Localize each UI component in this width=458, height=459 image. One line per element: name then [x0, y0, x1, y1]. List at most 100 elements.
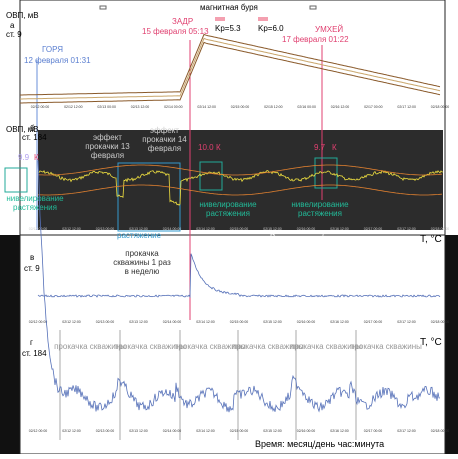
eq-time: 12 февраля 01:31: [24, 56, 91, 65]
left-band: [0, 235, 20, 454]
annotation: эффект прокачки 14 февраля: [142, 126, 187, 153]
x-tick-label: 02/16 12:00: [331, 105, 350, 109]
k-unit: К: [34, 153, 39, 162]
x-tick-label: 02/18 00:00: [431, 429, 450, 433]
panel-letter: б: [30, 124, 35, 133]
box: [4, 167, 28, 193]
k-value: 9.9: [18, 153, 30, 162]
x-tick-label: 02/14 12:00: [196, 429, 215, 433]
x-tick-label: 02/17 00:00: [364, 105, 383, 109]
x-tick-label: 02/13 12:00: [129, 320, 148, 324]
frame-lower: [19, 234, 446, 455]
x-tick-label: 02/17 12:00: [397, 227, 416, 231]
pump-label: прокачка скважины: [290, 342, 362, 351]
x-tick-label: 02/14 12:00: [196, 320, 215, 324]
storm-mark: [215, 17, 225, 21]
x-tick-label: 02/17 00:00: [364, 227, 383, 231]
annotation: эффект прокачки 13 февраля: [85, 133, 130, 160]
x-tick-label: 02/15 12:00: [263, 227, 282, 231]
station: ст. 9: [24, 264, 40, 273]
trace: [37, 253, 441, 299]
panel-letter: а: [10, 21, 15, 30]
x-tick-label: 02/12 12:00: [62, 429, 81, 433]
eq-name: УМХЕЙ: [315, 25, 343, 34]
pump-label: прокачка скважины: [174, 342, 246, 351]
x-tick-label: 02/15 12:00: [263, 429, 282, 433]
x-tick-label: 02/14 12:00: [197, 105, 216, 109]
k-unit: К: [332, 143, 337, 152]
kp-label: Kp=6.0: [258, 24, 284, 33]
x-tick-label: 02/16 12:00: [330, 429, 349, 433]
x-tick-label: 02/18 00:00: [431, 227, 450, 231]
layout: [4, 5, 338, 320]
x-tick-label: 02/12 00:00: [29, 429, 48, 433]
annotation: растяжение: [117, 231, 162, 240]
storm-mark: [258, 17, 268, 21]
x-tick-label: 02/17 12:00: [397, 429, 416, 433]
x-tick-label: 02/13 00:00: [96, 320, 115, 324]
right-band: [445, 235, 458, 454]
x-tick-label: 02/12 00:00: [31, 105, 50, 109]
x-tick-label: 02/14 00:00: [163, 320, 182, 324]
x-tick-label: 02/17 00:00: [364, 429, 383, 433]
x-tick-label: 02/16 00:00: [297, 320, 316, 324]
station: ст. 184: [22, 133, 47, 142]
eq-name: ЗАДР: [172, 17, 193, 26]
storm-label: магнитная буря: [200, 3, 258, 12]
annotation: прокачка скважины 1 раз в неделю: [113, 249, 171, 276]
trace: [20, 41, 441, 104]
x-tick-label: 02/15 00:00: [230, 429, 249, 433]
panel-letter: в: [30, 253, 34, 262]
t-label: T, °C: [420, 337, 442, 348]
trace: [37, 160, 441, 413]
pump-label: прокачка скважины: [232, 342, 304, 351]
x-tick-label: 02/12 12:00: [62, 320, 81, 324]
x-tick-label: 02/12 12:00: [64, 105, 83, 109]
eq-name: ГОРЯ: [42, 45, 63, 54]
trace: [20, 37, 441, 100]
station: ст. 9: [6, 30, 22, 39]
x-tick-label: 02/12 00:00: [29, 227, 48, 231]
x-tick-label: 02/15 00:00: [230, 227, 249, 231]
x-tick-label: 02/16 12:00: [330, 227, 349, 231]
k-unit: К: [216, 143, 221, 152]
x-tick-label: 02/17 00:00: [364, 320, 383, 324]
eq-time: 17 февраля 01:22: [282, 35, 349, 44]
pump-label: прокачка скважины: [350, 342, 422, 351]
x-tick-label: 02/13 00:00: [97, 105, 116, 109]
x-tick-label: 02/15 00:00: [231, 105, 250, 109]
k-value: 10.0: [198, 143, 214, 152]
panel-letter: г: [30, 338, 33, 347]
x-tick-label: 02/16 00:00: [297, 227, 316, 231]
trace: [37, 169, 444, 206]
x-tick-label: 02/14 12:00: [196, 227, 215, 231]
t-label: T, °C: [420, 234, 442, 245]
annotation: нивелирование растяжения: [6, 194, 64, 212]
x-tick-label: 02/13 12:00: [131, 105, 150, 109]
x-tick-label: 02/13 00:00: [96, 429, 115, 433]
k-value: 9.7: [314, 143, 326, 152]
x-tick-label: 02/12 00:00: [29, 320, 48, 324]
trace: [37, 164, 443, 176]
annotation: нивелирование растяжения: [291, 200, 349, 218]
panel-b-bg: [38, 130, 443, 230]
kp-label: Kp=5.3: [215, 24, 241, 33]
x-tick-label: 02/14 00:00: [164, 105, 183, 109]
x-tick-label: 02/16 00:00: [297, 429, 316, 433]
storm-mark: [99, 5, 107, 10]
box: [314, 157, 338, 189]
x-tick-label: 02/15 12:00: [264, 105, 283, 109]
eq-time: 15 февраля 05:13: [142, 27, 209, 36]
y-label: ОВП, мВ: [6, 11, 39, 20]
x-tick-label: 02/13 00:00: [96, 227, 115, 231]
pump-label: прокачка скважины: [114, 342, 186, 351]
trace: [37, 184, 443, 196]
time-label: Время: месяц/день час:минута: [255, 439, 384, 449]
storm-mark: [309, 5, 317, 10]
x-tick-label: 02/13 12:00: [129, 227, 148, 231]
x-tick-label: 02/13 12:00: [129, 429, 148, 433]
annotation: нивелирование растяжения: [199, 200, 257, 218]
trace: [20, 33, 441, 96]
y-label: ОВП, мВ: [6, 125, 39, 134]
